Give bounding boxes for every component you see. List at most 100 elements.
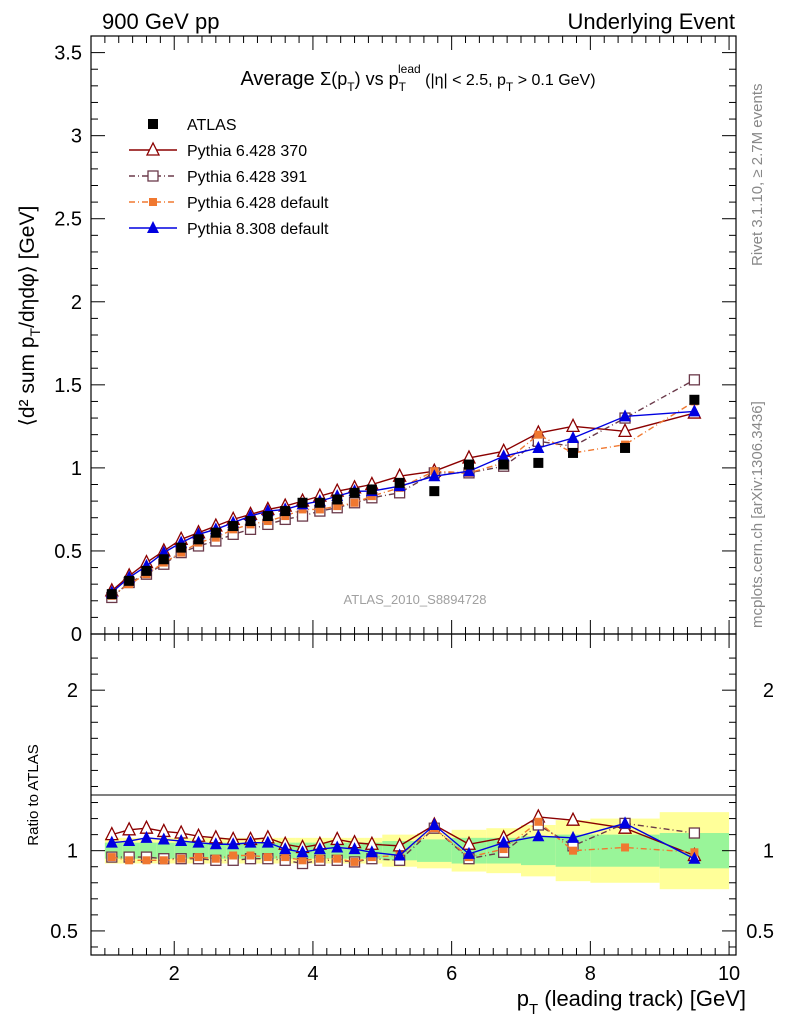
ratio-point-p8def <box>428 817 441 830</box>
ratio-series <box>104 808 702 870</box>
band-inner <box>416 839 452 862</box>
main-point-atlas <box>297 497 308 508</box>
main-point-atlas <box>141 565 152 576</box>
ratio-point-p6def <box>315 854 324 863</box>
ratio-uncertainty-bands <box>104 812 730 890</box>
x-tick-label: 2 <box>169 963 180 985</box>
x-tick-label: 8 <box>585 963 596 985</box>
ratio-point-p391 <box>688 827 701 839</box>
y-axis-label-ratio: Ratio to ATLAS <box>25 744 42 845</box>
header-right: Underlying Event <box>567 9 735 34</box>
ratio-point-p6def <box>350 857 359 866</box>
ratio-point-p6def <box>159 856 168 865</box>
main-point-atlas <box>245 516 256 527</box>
y-tick-label-main: 0 <box>71 624 82 646</box>
legend: ATLAS Pythia 6.428 370 Pythia 6.428 391 Pyt… <box>129 117 329 238</box>
ratio-point-p8def <box>140 830 153 843</box>
main-point-atlas <box>124 575 135 586</box>
ratio-point-p6def <box>246 851 255 860</box>
ratio-point-p8def <box>331 840 344 853</box>
ratio-point-p6def <box>194 853 203 862</box>
ratio-point-p8def <box>261 835 274 848</box>
watermark: ATLAS_2010_S8894728 <box>344 592 487 607</box>
ratio-point-p6def <box>263 853 272 862</box>
y-tick-label-main: 1 <box>71 458 82 480</box>
ratio-point-p8def <box>244 835 257 848</box>
y-tick-label-ratio: 0.5 <box>50 921 78 943</box>
y-axis-label-main: ⟨d² sum pT/dηdφ⟩ [GeV] <box>16 206 43 427</box>
ratio-point-p6def <box>298 856 307 865</box>
x-tick-label: 4 <box>307 963 318 985</box>
ratio-point-p8def <box>313 842 326 855</box>
ratio-point-p8def <box>157 832 170 845</box>
x-tick-label: 6 <box>446 963 457 985</box>
ratio-point-p6def <box>125 856 134 865</box>
ratio-point-p6def <box>621 843 630 852</box>
y-tick-label-ratio-right: 1 <box>763 841 774 863</box>
legend-label-p391: Pythia 6.428 391 <box>187 169 307 186</box>
main-point-atlas <box>332 494 343 505</box>
y-tick-label-main: 0.5 <box>54 541 82 563</box>
ratio-point-p6def <box>333 854 342 863</box>
main-point-p8def <box>462 464 475 477</box>
ratio-point-p8def <box>348 842 361 855</box>
ratio-point-p8def <box>105 835 118 848</box>
main-point-atlas <box>280 506 291 517</box>
main-point-p6def <box>350 498 359 507</box>
main-point-atlas <box>366 484 377 495</box>
main-point-atlas <box>689 394 700 405</box>
ratio-point-p8def <box>123 834 136 847</box>
ratio-point-p8def <box>619 816 632 829</box>
main-point-atlas <box>568 447 579 458</box>
main-point-atlas <box>429 486 440 497</box>
main-point-atlas <box>210 527 221 538</box>
main-point-atlas <box>158 554 169 565</box>
main-line-p370 <box>111 412 695 592</box>
ratio-point-p8def <box>497 835 510 848</box>
main-point-p391 <box>688 374 701 386</box>
ratio-point-p6def <box>229 851 238 860</box>
y-tick-label-main: 3.5 <box>54 43 82 65</box>
x-axis-label: pT (leading track) [GeV] <box>517 986 746 1018</box>
main-series <box>104 374 702 604</box>
ratio-point-p8def <box>532 829 545 842</box>
ratio-point-p370 <box>565 811 581 826</box>
y-tick-label-main: 2.5 <box>54 209 82 231</box>
ratio-point-p8def <box>227 837 240 850</box>
main-point-p370 <box>617 422 633 437</box>
main-point-atlas <box>498 459 509 470</box>
legend-label-p8def: Pythia 8.308 default <box>187 221 329 238</box>
main-point-p8def <box>532 440 545 453</box>
legend-marker-p391 <box>147 170 159 182</box>
main-point-p8def <box>567 430 580 443</box>
mcplots-label: mcplots.cern.ch [arXiv:1306.3436] <box>749 401 766 628</box>
y-tick-label-ratio: 1 <box>67 841 78 863</box>
main-point-atlas <box>193 534 204 545</box>
main-point-atlas <box>106 589 117 600</box>
legend-label-p370: Pythia 6.428 370 <box>187 143 307 160</box>
ratio-point-p6def <box>281 853 290 862</box>
y-tick-label-main: 2 <box>71 292 82 314</box>
legend-marker-p370 <box>145 141 161 156</box>
ratio-point-p6def <box>177 854 186 863</box>
legend-marker-atlas <box>148 119 158 129</box>
main-line-p6def <box>111 400 695 597</box>
ratio-point-p8def <box>175 834 188 847</box>
main-point-atlas <box>349 487 360 498</box>
ratio-point-p6def <box>107 853 116 862</box>
ratio-point-p8def <box>296 845 309 858</box>
ratio-point-p6def <box>211 854 220 863</box>
x-tick-label: 10 <box>718 963 740 985</box>
ratio-point-p6def <box>142 856 151 865</box>
main-point-p8def <box>497 449 510 462</box>
legend-marker-p6def <box>149 198 157 206</box>
legend-label-p6def: Pythia 6.428 default <box>187 195 329 212</box>
legend-marker-p8def <box>147 221 159 233</box>
main-point-p8def <box>428 469 441 482</box>
main-point-atlas <box>262 511 273 522</box>
main-point-atlas <box>314 497 325 508</box>
ratio-point-p8def <box>365 845 378 858</box>
main-point-p6def <box>333 502 342 511</box>
ratio-point-p8def <box>567 830 580 843</box>
